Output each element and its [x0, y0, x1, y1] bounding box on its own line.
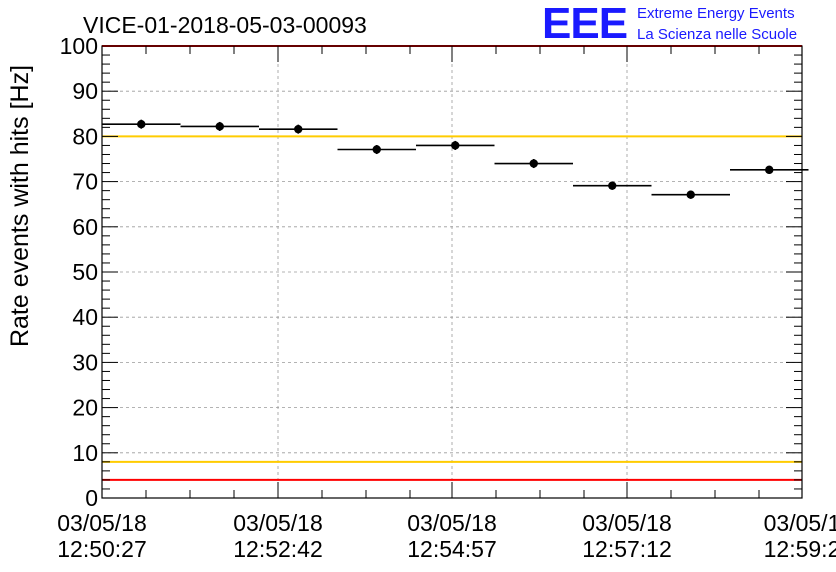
x-tick-label-time: 12:54:57	[407, 536, 497, 562]
y-tick-label: 60	[72, 214, 98, 240]
y-tick-label: 10	[72, 440, 98, 466]
data-point	[337, 144, 416, 155]
grid	[102, 46, 802, 498]
point-marker	[137, 119, 146, 129]
data-point	[651, 190, 730, 199]
plot-frame	[101, 45, 803, 499]
point-marker	[765, 165, 774, 175]
x-tick-label-time: 12:52:42	[233, 536, 323, 562]
point-marker	[451, 141, 460, 150]
y-axis-label: Rate events with hits [Hz]	[6, 65, 34, 347]
point-marker	[686, 190, 695, 199]
eee-logo-line1: Extreme Energy Events	[637, 5, 795, 22]
y-tick-label: 100	[60, 33, 98, 59]
y-tick-label: 80	[72, 123, 98, 149]
data-point	[416, 140, 495, 150]
eee-logo-line2: La Scienza nelle Scuole	[637, 26, 797, 43]
x-tick-labels: 03/05/1812:50:2703/05/1812:52:4203/05/18…	[57, 510, 836, 562]
data-point	[102, 119, 181, 129]
x-tick-label-date: 03/05/18	[407, 510, 497, 536]
axis-ticks	[101, 45, 802, 499]
point-marker	[294, 124, 303, 134]
x-tick-label-time: 12:57:12	[582, 536, 672, 562]
data-point	[730, 165, 809, 175]
x-tick-label-time: 12:50:27	[57, 536, 147, 562]
data-point	[494, 159, 573, 169]
eee-logo: EEE Extreme Energy Events La Scienza nel…	[542, 0, 797, 48]
y-tick-label: 40	[72, 304, 98, 330]
x-tick-label-date: 03/05/18	[233, 510, 323, 536]
data-points	[102, 119, 809, 199]
x-tick-label-date: 03/05/18	[57, 510, 147, 536]
eee-logo-letters: EEE	[542, 0, 627, 48]
y-tick-label: 0	[85, 485, 98, 511]
x-tick-label-date: 03/05/1	[764, 510, 836, 536]
y-tick-label: 20	[72, 395, 98, 421]
y-tick-label: 70	[72, 169, 98, 195]
x-tick-label-date: 03/05/18	[582, 510, 672, 536]
data-point	[180, 121, 259, 131]
y-tick-labels: 0 10 20 30 40 50 60 70 80 90 100	[60, 33, 98, 511]
data-point	[573, 181, 652, 190]
y-tick-label: 30	[72, 349, 98, 375]
y-tick-label: 50	[72, 259, 98, 285]
data-point	[259, 124, 338, 134]
point-marker	[529, 159, 538, 168]
x-tick-label-time: 12:59:2	[764, 536, 836, 562]
point-marker	[215, 122, 224, 131]
point-marker	[608, 181, 617, 190]
point-marker	[372, 145, 381, 154]
y-tick-label: 90	[72, 78, 98, 104]
run-title: VICE-01-2018-05-03-00093	[83, 12, 367, 38]
